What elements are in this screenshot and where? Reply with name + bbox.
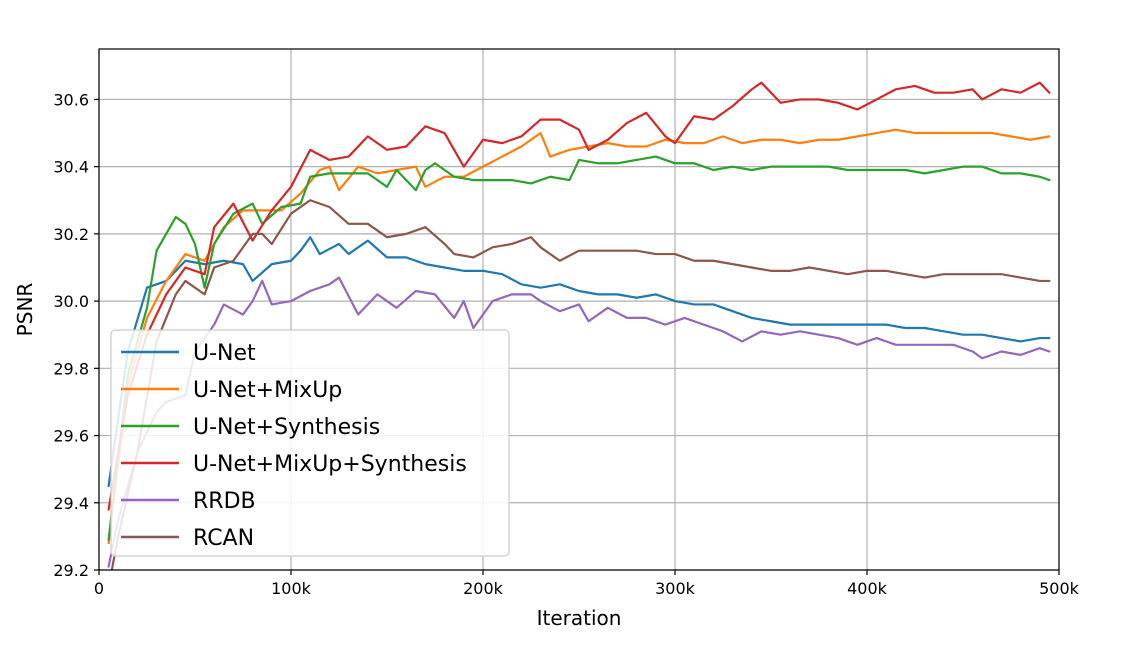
axis-ticks: 0 100k 200k 300k 400k 500k 29.2 29.4 29.6 29.8 30.… <box>53 90 1079 598</box>
series-line-5 <box>107 276 1051 568</box>
y-tick-label: 30.6 <box>53 90 89 109</box>
x-tick-label: 500k <box>1039 579 1080 598</box>
y-tick-label: 29.2 <box>53 561 89 580</box>
y-tick-label: 29.4 <box>53 494 89 513</box>
series-line-4 <box>107 81 1051 511</box>
legend-label: RCAN <box>193 526 254 551</box>
x-tick-label: 400k <box>847 579 888 598</box>
legend-label: RRDB <box>193 489 256 514</box>
y-tick-label: 29.8 <box>53 359 89 378</box>
legend-label: U-Net+MixUp <box>193 378 342 403</box>
series-lines <box>107 81 1051 570</box>
legend-label: U-Net <box>193 341 256 366</box>
series-line-1 <box>107 236 1051 488</box>
series-line-6 <box>110 199 1051 570</box>
legend: U-Net U-Net+MixUp U-Net+Synthesis U-Net+Mix… <box>110 329 510 557</box>
y-tick-label: 30.4 <box>53 158 89 177</box>
plot-frame <box>98 48 1060 571</box>
x-tick-label: 300k <box>655 579 696 598</box>
y-tick-label: 30.0 <box>53 292 89 311</box>
y-tick-label: 29.6 <box>53 427 89 446</box>
x-axis-label: Iteration <box>537 606 622 630</box>
legend-box <box>110 329 510 557</box>
x-tick-label: 200k <box>463 579 504 598</box>
x-tick-label: 0 <box>94 579 104 598</box>
x-tick-label: 100k <box>271 579 312 598</box>
y-tick-label: 30.2 <box>53 225 89 244</box>
y-axis-label: PSNR <box>13 283 37 337</box>
legend-label: U-Net+Synthesis <box>193 415 380 440</box>
legend-label: U-Net+MixUp+Synthesis <box>193 452 467 477</box>
